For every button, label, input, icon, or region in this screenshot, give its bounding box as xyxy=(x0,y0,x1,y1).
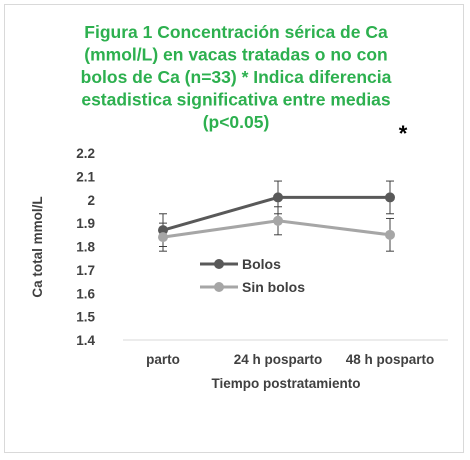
x-tick-label: 48 h posparto xyxy=(346,352,435,367)
y-tick-label: 1.8 xyxy=(76,240,95,255)
legend-label: Bolos xyxy=(242,256,281,272)
data-point xyxy=(273,215,283,226)
legend-marker xyxy=(214,259,224,269)
y-tick-label: 1.6 xyxy=(76,286,95,301)
y-tick-label: 2 xyxy=(87,193,95,208)
y-axis-title: Ca total mmol/L xyxy=(30,196,45,297)
data-point xyxy=(158,232,168,243)
plot-area xyxy=(158,180,395,252)
legend-marker xyxy=(214,282,224,292)
x-tick-label: parto xyxy=(146,352,180,367)
data-point xyxy=(158,225,168,236)
y-tick-label: 1.7 xyxy=(76,263,95,278)
x-tick-label: 24 h posparto xyxy=(234,352,323,367)
y-tick-label: 2.1 xyxy=(76,169,95,184)
data-point xyxy=(385,229,395,240)
legend: Bolos Sin bolos xyxy=(200,256,305,295)
legend-label: Sin bolos xyxy=(242,279,305,295)
chart-title-line: estadistica significativa entre medias xyxy=(81,90,391,110)
y-tick-label: 1.5 xyxy=(76,310,95,325)
chart-title-line: bolos de Ca (n=33) * Indica diferencia xyxy=(81,67,392,87)
y-axis-ticks: 2.2 2.1 2 1.9 1.8 1.7 1.6 1.5 1.4 xyxy=(76,146,95,348)
chart-title: Figura 1 Concentración sérica de Ca (mmol… xyxy=(81,22,392,132)
y-tick-label: 1.9 xyxy=(76,216,95,231)
y-tick-label: 1.4 xyxy=(76,333,95,348)
x-axis-title: Tiempo postratamiento xyxy=(211,376,360,391)
chart-title-line: (p<0.05) xyxy=(203,112,270,132)
chart-title-line: Figura 1 Concentración sérica de Ca xyxy=(84,22,388,42)
data-point xyxy=(273,192,283,203)
chart-title-line: (mmol/L) en vacas tratadas o no con xyxy=(84,45,387,65)
y-tick-label: 2.2 xyxy=(76,146,95,161)
x-axis-ticks: parto 24 h posparto 48 h posparto xyxy=(146,352,434,367)
significance-annotation: * xyxy=(399,121,408,146)
data-point xyxy=(385,192,395,203)
